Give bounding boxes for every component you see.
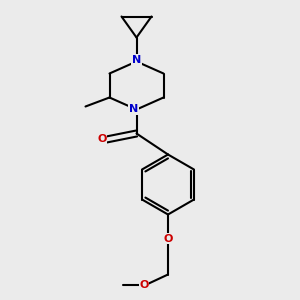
Text: O: O xyxy=(139,280,149,290)
Text: N: N xyxy=(129,104,138,115)
Text: O: O xyxy=(163,233,173,244)
Text: O: O xyxy=(97,134,107,145)
Text: N: N xyxy=(132,55,141,65)
